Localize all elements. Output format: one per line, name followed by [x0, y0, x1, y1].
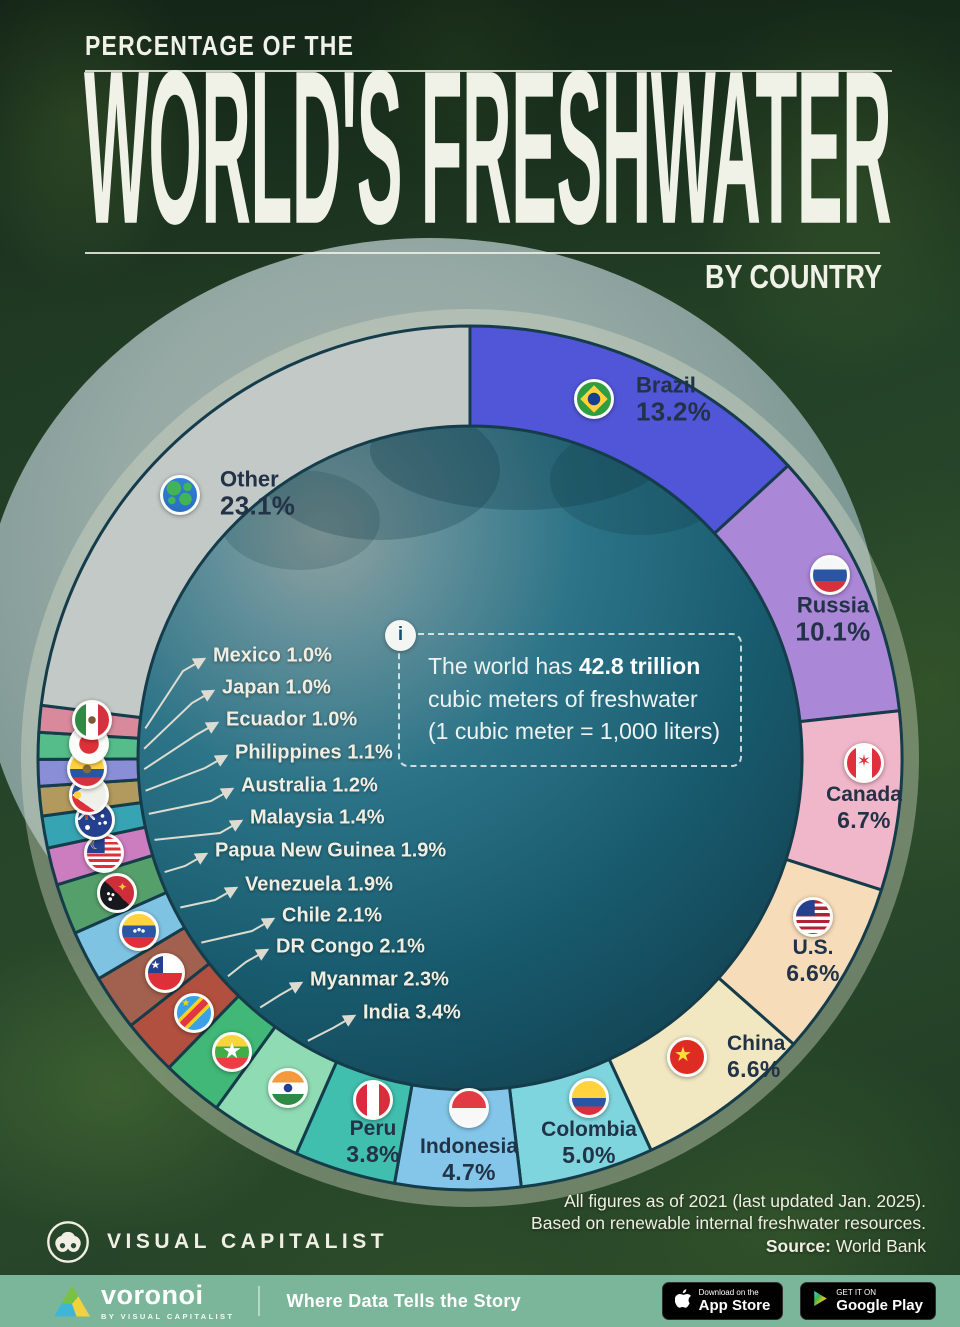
footer-divider [258, 1286, 261, 1316]
donut-segment-ecuador [36, 757, 141, 788]
leader-line-malaysia [154, 819, 244, 841]
info-icon-glyph: i [397, 624, 404, 646]
leader-line-myanmar [259, 981, 304, 1009]
visual-capitalist-logo-icon [47, 1221, 89, 1263]
leader-line-japan [143, 689, 216, 750]
voronoi-byline: BY VISUAL CAPITALIST [101, 1311, 235, 1321]
leader-line-ecuador [143, 721, 220, 771]
info-text-line3: (1 cubic meter = 1,000 liters) [428, 718, 721, 745]
footer-tagline: Where Data Tells the Story [286, 1290, 521, 1311]
info-text-line1: The world has 42.8 trillion [428, 653, 701, 679]
lake-hole [138, 426, 802, 1090]
voronoi-wordmark: voronoi BY VISUAL CAPITALIST [101, 1279, 235, 1321]
voronoi-logo-icon [54, 1285, 90, 1317]
donut-segment-canada [784, 709, 904, 892]
app-store-label: Download on the App Store [698, 1287, 771, 1314]
leader-line-australia [148, 787, 235, 815]
leader-line-india [307, 1014, 357, 1042]
footnote-line1: All figures as of 2021 (last updated Jan… [564, 1191, 926, 1211]
voronoi-footer-bar: voronoi BY VISUAL CAPITALIST Where Data … [0, 1275, 960, 1327]
shoreline-ring [21, 309, 919, 1207]
leader-line-chile [201, 917, 276, 944]
leader-line-venezuela [180, 886, 239, 909]
info-callout: i The world has 42.8 trillion cubic mete… [385, 620, 742, 767]
footnote: All figures as of 2021 (last updated Jan… [531, 1190, 926, 1257]
apple-icon [674, 1289, 691, 1313]
donut-segment-indonesia [393, 1083, 523, 1192]
leader-line-mexico [144, 657, 207, 729]
visual-capitalist-logo-text: VISUAL CAPITALIST [107, 1230, 389, 1253]
google-play-badge[interactable]: GET IT ON Google Play [800, 1282, 936, 1320]
leader-line-philippines [145, 754, 229, 792]
store-badges: Download on the App Store GET IT ON [661, 1282, 936, 1320]
donut-segment-other [39, 324, 472, 719]
app-store-badge[interactable]: Download on the App Store [661, 1282, 784, 1320]
footnote-source: Source: World Bank [765, 1235, 926, 1256]
info-text-line2: cubic meters of freshwater [428, 685, 698, 712]
play-icon [813, 1290, 828, 1312]
footnote-line2: Based on renewable internal freshwater r… [531, 1213, 926, 1234]
google-play-label: GET IT ON Google Play [836, 1287, 923, 1314]
leader-line-papua-new-guinea [164, 852, 209, 874]
visual-capitalist-logo: VISUAL CAPITALIST [46, 1220, 388, 1264]
leader-line-dr-congo [227, 948, 270, 978]
info-icon: i [385, 620, 416, 651]
